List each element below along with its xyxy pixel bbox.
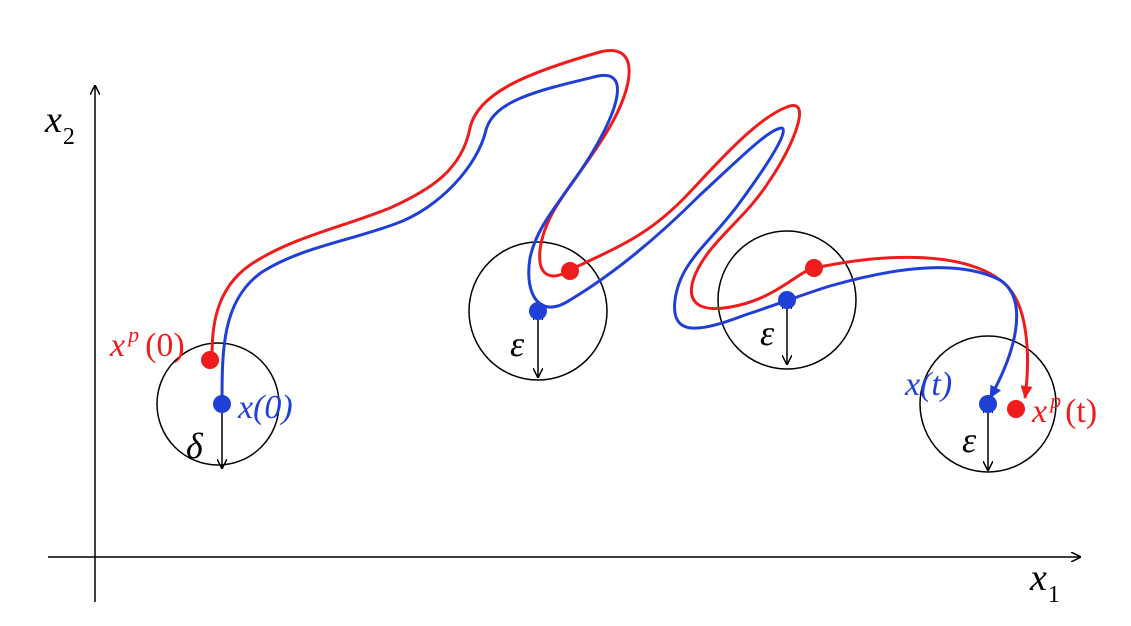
nominal-points (213, 291, 997, 413)
point-labels: x p (0) x(0) x(t) x p (t) δ ε ε ε (109, 313, 1097, 466)
epsilon-label-2: ε (760, 313, 775, 353)
epsilon-ball-3 (919, 335, 1057, 473)
x1-axis-label: x1 (1029, 557, 1060, 608)
epsilon-ball-1 (468, 241, 608, 381)
epsilon-label-1: ε (510, 324, 525, 364)
perturbed-points (201, 259, 1025, 418)
x2-axis-label: x2 (44, 99, 75, 150)
epsilon-ball-2 (717, 230, 857, 370)
xp0-point (201, 351, 219, 369)
delta-label: δ (186, 426, 204, 466)
perturbed-point-ball1 (561, 262, 579, 280)
xpt-label: x p (t) (1031, 388, 1097, 430)
xt-point (979, 395, 997, 413)
xt-label: x(t) (904, 366, 952, 403)
perturbed-trajectory (210, 49, 1033, 399)
nominal-trajectory (220, 73, 1019, 405)
nominal-point-ball1 (529, 302, 547, 320)
xpt-point (1007, 400, 1025, 418)
epsilon-label-3: ε (962, 420, 977, 460)
xp0-label: x p (0) (109, 322, 185, 364)
x0-point (213, 395, 231, 413)
axes: x1 x2 (44, 86, 1080, 608)
perturbed-point-ball2 (805, 259, 823, 277)
nominal-point-ball2 (778, 291, 796, 309)
x0-label: x(0) (237, 389, 293, 426)
